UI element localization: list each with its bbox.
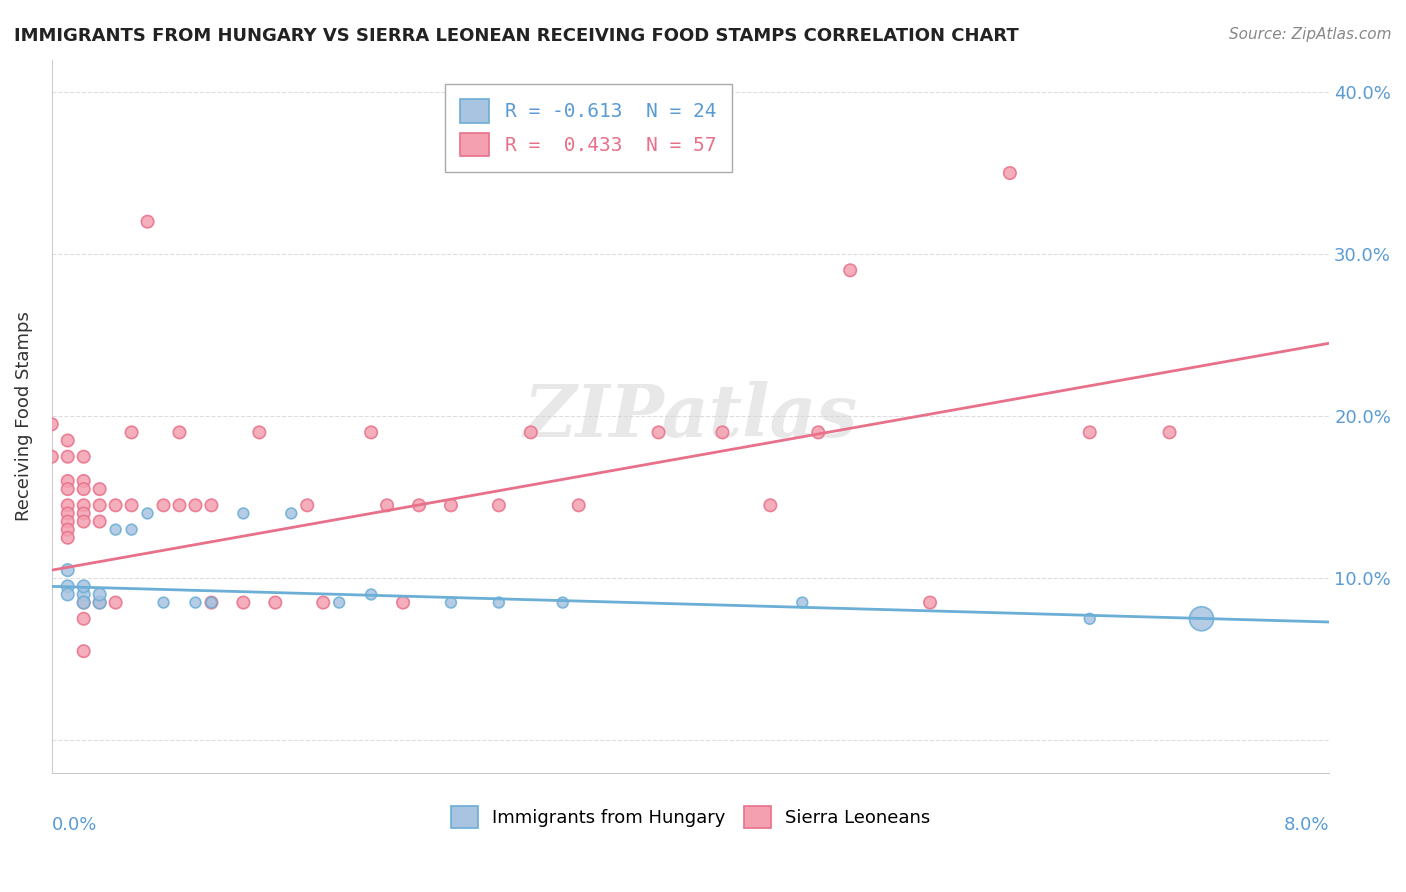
Point bbox=[104, 498, 127, 512]
Point bbox=[104, 596, 127, 610]
Point bbox=[918, 596, 941, 610]
Point bbox=[73, 644, 96, 658]
Point bbox=[56, 515, 79, 529]
Point bbox=[169, 498, 191, 512]
Point bbox=[152, 498, 174, 512]
Point bbox=[56, 474, 79, 488]
Point bbox=[89, 498, 111, 512]
Point bbox=[1159, 425, 1181, 440]
Point bbox=[41, 450, 63, 464]
Point bbox=[56, 563, 79, 577]
Point bbox=[73, 515, 96, 529]
Point bbox=[56, 587, 79, 601]
Point bbox=[56, 523, 79, 537]
Point bbox=[440, 596, 463, 610]
Point bbox=[56, 434, 79, 448]
Point bbox=[280, 507, 302, 521]
Point bbox=[89, 596, 111, 610]
Point bbox=[104, 523, 127, 537]
Point bbox=[232, 596, 254, 610]
Point bbox=[792, 596, 814, 610]
Point bbox=[520, 425, 543, 440]
Point bbox=[73, 596, 96, 610]
Point bbox=[89, 587, 111, 601]
Point bbox=[73, 596, 96, 610]
Point bbox=[1078, 612, 1101, 626]
Point bbox=[839, 263, 862, 277]
Point bbox=[408, 498, 430, 512]
Point bbox=[711, 425, 734, 440]
Text: ZIPatlas: ZIPatlas bbox=[523, 381, 858, 451]
Point bbox=[41, 417, 63, 432]
Point bbox=[56, 498, 79, 512]
Point bbox=[998, 166, 1021, 180]
Point bbox=[759, 498, 782, 512]
Point bbox=[73, 482, 96, 496]
Point bbox=[56, 531, 79, 545]
Point bbox=[232, 507, 254, 521]
Point bbox=[89, 482, 111, 496]
Point bbox=[264, 596, 287, 610]
Point bbox=[297, 498, 319, 512]
Point bbox=[136, 507, 159, 521]
Point bbox=[1191, 612, 1213, 626]
Text: IMMIGRANTS FROM HUNGARY VS SIERRA LEONEAN RECEIVING FOOD STAMPS CORRELATION CHAR: IMMIGRANTS FROM HUNGARY VS SIERRA LEONEA… bbox=[14, 27, 1019, 45]
Point bbox=[200, 596, 222, 610]
Point bbox=[56, 482, 79, 496]
Legend: Immigrants from Hungary, Sierra Leoneans: Immigrants from Hungary, Sierra Leoneans bbox=[443, 798, 938, 835]
Point bbox=[488, 596, 510, 610]
Y-axis label: Receiving Food Stamps: Receiving Food Stamps bbox=[15, 311, 32, 521]
Point bbox=[200, 498, 222, 512]
Point bbox=[488, 498, 510, 512]
Point bbox=[73, 507, 96, 521]
Point bbox=[247, 425, 270, 440]
Point bbox=[184, 596, 207, 610]
Point bbox=[56, 450, 79, 464]
Point bbox=[328, 596, 350, 610]
Point bbox=[440, 498, 463, 512]
Point bbox=[647, 425, 669, 440]
Point bbox=[807, 425, 830, 440]
Point bbox=[73, 579, 96, 593]
Point bbox=[360, 425, 382, 440]
Point bbox=[392, 596, 415, 610]
Point bbox=[56, 507, 79, 521]
Point bbox=[312, 596, 335, 610]
Point bbox=[121, 523, 143, 537]
Text: 0.0%: 0.0% bbox=[52, 815, 97, 833]
Text: 8.0%: 8.0% bbox=[1284, 815, 1329, 833]
Point bbox=[73, 474, 96, 488]
Point bbox=[73, 450, 96, 464]
Point bbox=[200, 596, 222, 610]
Point bbox=[375, 498, 398, 512]
Point bbox=[152, 596, 174, 610]
Point bbox=[136, 215, 159, 229]
Point bbox=[121, 498, 143, 512]
Point bbox=[73, 612, 96, 626]
Point bbox=[568, 498, 591, 512]
Point bbox=[121, 425, 143, 440]
Text: Source: ZipAtlas.com: Source: ZipAtlas.com bbox=[1229, 27, 1392, 42]
Point bbox=[169, 425, 191, 440]
Point bbox=[360, 587, 382, 601]
Point bbox=[184, 498, 207, 512]
Point bbox=[1078, 425, 1101, 440]
Point bbox=[73, 498, 96, 512]
Point bbox=[73, 587, 96, 601]
Point bbox=[89, 596, 111, 610]
Point bbox=[56, 579, 79, 593]
Point bbox=[551, 596, 574, 610]
Point bbox=[89, 515, 111, 529]
